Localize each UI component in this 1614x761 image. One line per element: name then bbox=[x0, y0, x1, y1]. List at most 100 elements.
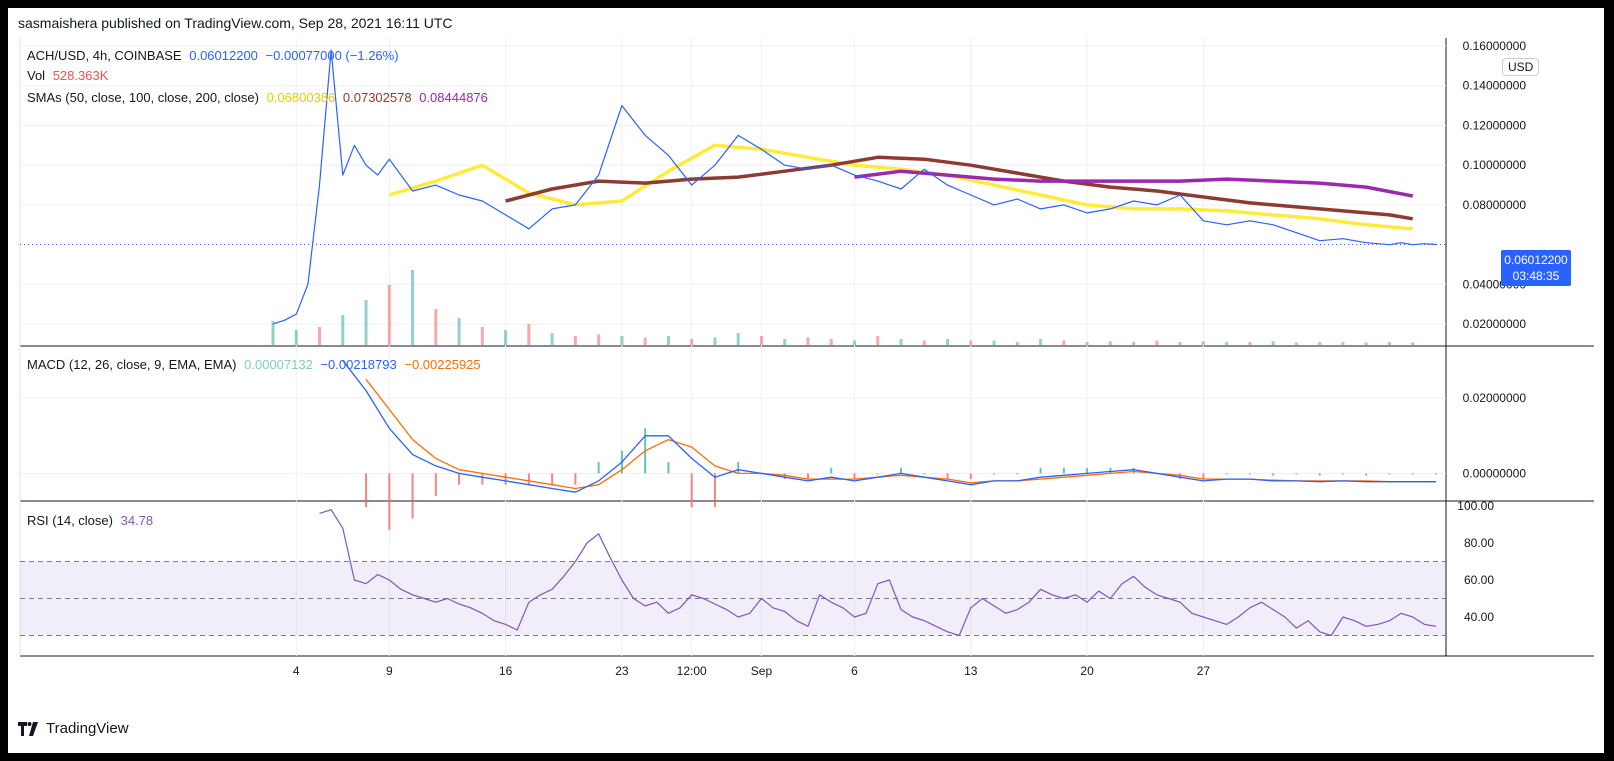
last-price-tag: 0.06012200 03:48:35 bbox=[1501, 250, 1571, 286]
sma-label: SMAs (50, close, 100, close, 200, close) bbox=[27, 90, 259, 105]
volume-bar bbox=[527, 324, 531, 345]
macd-histogram-bar bbox=[946, 473, 949, 480]
volume-bar bbox=[364, 300, 368, 345]
publisher-header: sasmaishera published on TradingView.com… bbox=[18, 15, 453, 31]
volume-bar bbox=[783, 339, 787, 345]
volume-label: Vol bbox=[27, 68, 46, 83]
price-axis-label: 0.10000000 bbox=[1463, 158, 1527, 172]
macd-histogram-bar bbox=[1295, 473, 1298, 475]
last-price: 0.06012200 bbox=[189, 48, 258, 63]
volume-value: 528.363K bbox=[52, 68, 109, 83]
volume-bar bbox=[1364, 342, 1368, 345]
rsi-axis-label: 80.00 bbox=[1464, 536, 1494, 550]
macd-histogram-bar bbox=[1318, 473, 1321, 476]
macd-histogram-bar bbox=[806, 473, 809, 480]
volume-bar bbox=[550, 333, 554, 345]
footer: TradingView bbox=[18, 720, 129, 737]
price-axis-label: 0.12000000 bbox=[1463, 118, 1527, 132]
macd-histogram-bar bbox=[1365, 473, 1368, 476]
volume-bar bbox=[690, 339, 694, 345]
macd-histogram-bar bbox=[853, 473, 856, 480]
volume-bar bbox=[457, 318, 461, 345]
macd-histogram-bar bbox=[1435, 473, 1437, 475]
sma50-line bbox=[388, 143, 1413, 231]
macd-label: MACD (12, 26, close, 9, EMA, EMA) bbox=[27, 357, 237, 372]
macd-axis-label: 0.00000000 bbox=[1463, 466, 1527, 480]
macd-histogram-bar bbox=[713, 473, 716, 508]
macd-histogram-bar bbox=[527, 473, 530, 485]
price-axis-label: 0.02000000 bbox=[1463, 317, 1527, 331]
macd-histogram-bar bbox=[1202, 473, 1205, 480]
macd-histogram-bar bbox=[830, 467, 833, 474]
macd-histogram-bar bbox=[1248, 473, 1251, 475]
macd-histogram-bar bbox=[1272, 473, 1275, 476]
price-legend: ACH/USD, 4h, COINBASE 0.06012200 −0.0007… bbox=[27, 48, 403, 63]
sma200-line bbox=[854, 169, 1414, 198]
time-axis-label: 23 bbox=[615, 664, 629, 678]
sma200-value: 0.08444876 bbox=[419, 90, 488, 105]
volume-bar bbox=[480, 327, 484, 345]
volume-bar bbox=[1178, 342, 1182, 345]
volume-bar bbox=[922, 340, 926, 345]
time-axis-label: 20 bbox=[1080, 664, 1094, 678]
macd-histogram-bar bbox=[597, 462, 600, 474]
volume-bar bbox=[1039, 339, 1043, 345]
rsi-value: 34.78 bbox=[120, 513, 154, 528]
macd-histogram-bar bbox=[993, 473, 996, 475]
macd-value: −0.00218793 bbox=[320, 357, 397, 372]
volume-bar bbox=[1108, 341, 1112, 345]
rsi-label: RSI (14, close) bbox=[27, 513, 113, 528]
volume-bar bbox=[573, 336, 577, 345]
volume-bar bbox=[318, 327, 322, 345]
signal-value: −0.00225925 bbox=[404, 357, 481, 372]
volume-bar bbox=[1201, 341, 1205, 345]
time-axis-label: 27 bbox=[1197, 664, 1211, 678]
volume-bar bbox=[1341, 342, 1345, 345]
chart-canvas[interactable]: 4 9 16 23 12:00 Sep 6 13 20 27 0.16000000 0.1400000… bbox=[8, 8, 1604, 753]
volume-bar bbox=[759, 336, 763, 345]
volume-bar bbox=[597, 334, 601, 345]
macd-histogram-bar bbox=[1086, 467, 1089, 474]
currency-badge[interactable]: USD bbox=[1502, 58, 1540, 76]
price-axis-label: 0.08000000 bbox=[1463, 198, 1527, 212]
rsi-axis-label: 40.00 bbox=[1464, 610, 1494, 624]
macd-histogram-bar bbox=[923, 473, 926, 475]
macd-histogram-bar bbox=[690, 473, 693, 508]
rsi-legend: RSI (14, close) 34.78 bbox=[27, 513, 157, 528]
macd-histogram-bar bbox=[481, 473, 484, 485]
volume-bar bbox=[1132, 342, 1136, 345]
volume-bar bbox=[387, 285, 391, 345]
macd-histogram-bar bbox=[1062, 467, 1065, 474]
volume-bar bbox=[434, 309, 438, 345]
time-axis-label: 4 bbox=[293, 664, 300, 678]
time-axis-label: 6 bbox=[851, 664, 858, 678]
rsi-axis-label: 60.00 bbox=[1464, 573, 1494, 587]
volume-bar bbox=[853, 340, 856, 345]
rsi-line bbox=[319, 509, 1437, 637]
volume-bar bbox=[992, 340, 996, 345]
macd-histogram-bar bbox=[411, 473, 414, 519]
volume-bar bbox=[411, 270, 415, 345]
volume-bar bbox=[1411, 342, 1415, 345]
volume-bar bbox=[946, 339, 950, 345]
macd-histogram-bar bbox=[1132, 467, 1135, 474]
macd-axis-label: 0.02000000 bbox=[1463, 391, 1527, 405]
macd-histogram-bar bbox=[900, 467, 903, 474]
volume-bar bbox=[620, 336, 624, 345]
volume-bar bbox=[1387, 342, 1391, 345]
brand-name[interactable]: TradingView bbox=[46, 720, 129, 737]
price-tag-value: 0.06012200 bbox=[1504, 253, 1568, 267]
volume-bar bbox=[643, 337, 647, 345]
macd-histogram-bar bbox=[1225, 473, 1228, 475]
macd-histogram-bar bbox=[876, 473, 879, 475]
volume-bar bbox=[1062, 340, 1066, 345]
macd-histogram-bar bbox=[458, 473, 461, 485]
volume-bar bbox=[1271, 341, 1275, 345]
sma50-value: 0.06800386 bbox=[266, 90, 336, 105]
macd-histogram-bar bbox=[969, 473, 972, 480]
price-axis-label: 0.14000000 bbox=[1463, 79, 1527, 93]
macd-histogram-bar bbox=[504, 473, 507, 485]
rsi-axis-label: 100.00 bbox=[1457, 499, 1494, 513]
volume-bar bbox=[1294, 342, 1298, 345]
macd-histogram-bar bbox=[574, 473, 577, 485]
